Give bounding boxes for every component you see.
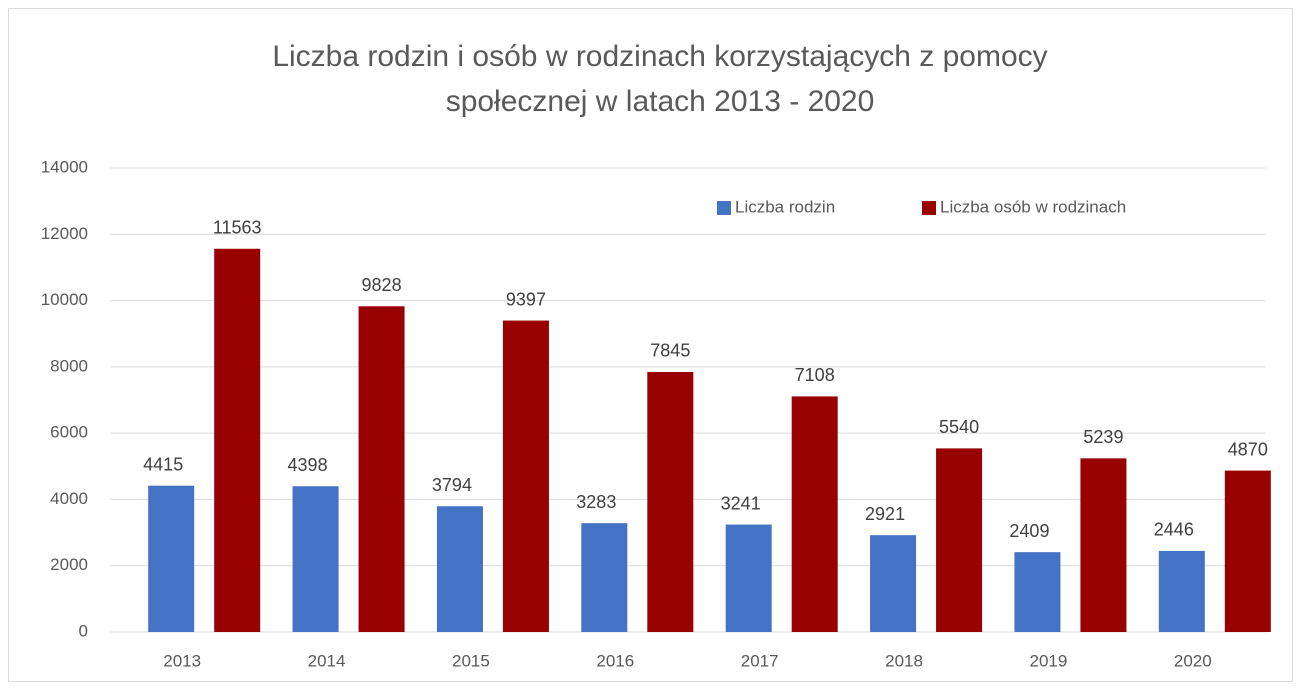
- x-tick-label: 2013: [163, 651, 201, 670]
- bar: [502, 320, 549, 632]
- bar: [436, 506, 483, 632]
- y-tick-label: 0: [79, 621, 88, 640]
- x-tick-label: 2019: [1030, 651, 1068, 670]
- y-tick-label: 10000: [41, 290, 88, 309]
- legend-swatch: [717, 201, 731, 215]
- data-label: 4415: [143, 454, 183, 474]
- legend-swatch: [922, 201, 936, 215]
- data-label: 3794: [432, 475, 472, 495]
- data-label: 5239: [1083, 427, 1123, 447]
- legend-label: Liczba rodzin: [735, 197, 835, 216]
- data-label: 2446: [1154, 520, 1194, 540]
- bar: [1014, 552, 1061, 632]
- bar: [725, 524, 772, 632]
- bar: [1224, 470, 1271, 632]
- bar: [791, 396, 838, 632]
- legend-label: Liczba osób w rodzinach: [940, 197, 1126, 216]
- y-tick-label: 8000: [50, 356, 88, 375]
- bar: [581, 523, 628, 632]
- data-label: 3283: [576, 492, 616, 512]
- chart-title: Liczba rodzin i osób w rodzinach korzyst…: [272, 40, 1047, 73]
- x-tick-label: 2017: [741, 651, 779, 670]
- data-label: 4398: [288, 455, 328, 475]
- bar: [292, 486, 339, 632]
- bar: [936, 448, 983, 632]
- chart-title: społecznej w latach 2013 - 2020: [446, 85, 875, 118]
- x-tick-label: 2015: [452, 651, 490, 670]
- data-label: 2921: [865, 504, 905, 524]
- y-tick-label: 6000: [50, 423, 88, 442]
- data-label: 9397: [506, 289, 546, 309]
- x-tick-label: 2014: [308, 651, 346, 670]
- bar: [214, 248, 261, 632]
- data-label: 11563: [213, 218, 262, 238]
- bar: [358, 306, 405, 632]
- bar: [1158, 550, 1205, 632]
- bar: [647, 371, 694, 632]
- data-label: 4870: [1228, 439, 1268, 459]
- bar: [870, 535, 917, 632]
- data-label: 7108: [795, 365, 835, 385]
- y-tick-label: 12000: [41, 224, 88, 243]
- data-label: 2409: [1009, 521, 1049, 541]
- x-tick-label: 2020: [1174, 651, 1212, 670]
- y-tick-label: 4000: [50, 489, 88, 508]
- data-label: 3241: [721, 493, 761, 513]
- x-tick-label: 2018: [885, 651, 923, 670]
- y-tick-label: 14000: [41, 157, 88, 176]
- data-label: 7845: [650, 341, 690, 361]
- bar: [1080, 458, 1127, 632]
- data-label: 9828: [362, 275, 402, 295]
- y-tick-label: 2000: [50, 555, 88, 574]
- data-label: 5540: [939, 417, 979, 437]
- x-tick-label: 2016: [596, 651, 634, 670]
- bar: [148, 485, 195, 632]
